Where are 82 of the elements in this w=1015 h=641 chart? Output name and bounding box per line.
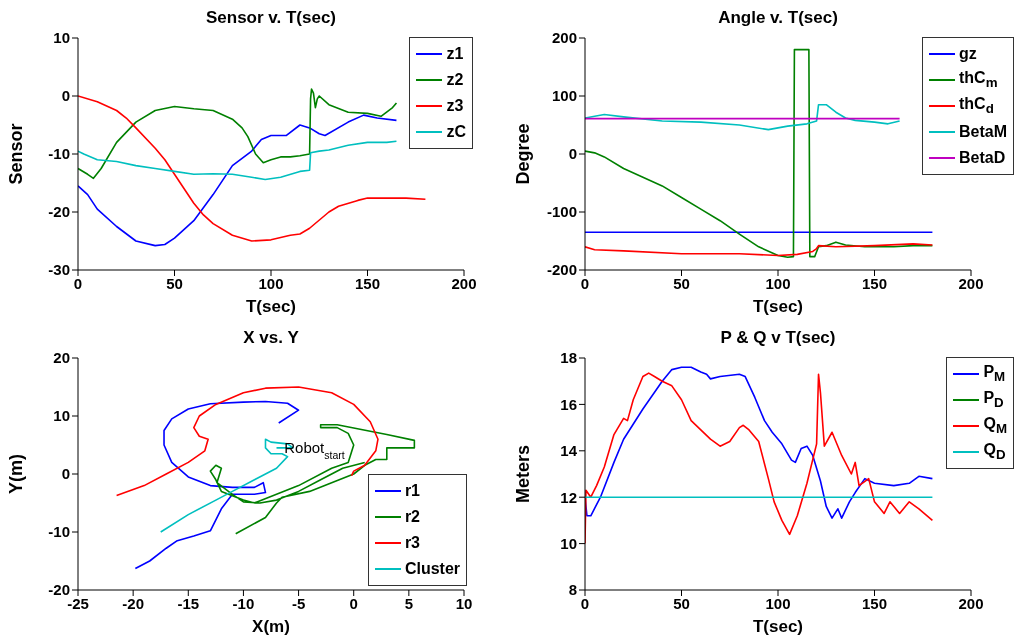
x-tick-label: 100	[765, 274, 791, 292]
x-tick-label: -20	[122, 594, 144, 612]
x-tick-label: -25	[67, 594, 89, 612]
y-tick-label: -20	[48, 203, 70, 221]
y-tick-label: 16	[560, 395, 577, 413]
y-axis-title: Y(m)	[6, 454, 27, 494]
chart-title: Angle v. T(sec)	[717, 8, 839, 28]
legend-label: thC$_{d}$	[958, 95, 994, 117]
x-axis-title: T(sec)	[752, 617, 804, 636]
x-axis-title: X(m)	[252, 617, 290, 636]
x-tick-label: 50	[673, 594, 690, 612]
x-tick-label: 100	[765, 594, 791, 612]
legend-label: BetaM	[958, 123, 1007, 141]
y-tick-label: -20	[48, 581, 70, 599]
legend-label: r2	[404, 508, 420, 526]
x-tick-label: -15	[177, 594, 200, 612]
legend-label: Q$_{D}$	[983, 441, 1006, 463]
x-tick-label: 200	[958, 274, 984, 292]
line-series	[585, 243, 934, 257]
x-tick-label: 100	[258, 274, 284, 292]
y-tick-label: -10	[48, 145, 70, 163]
chart-title: Sensor v. T(sec)	[204, 8, 338, 28]
x-tick-label: 0	[580, 274, 590, 292]
legend-label: z1	[446, 45, 464, 63]
legend-label: z2	[446, 71, 464, 89]
legend-label: BetaD	[958, 149, 1006, 167]
chart-title: X vs. Y	[242, 328, 300, 348]
legend-label: P$_{D}$	[983, 389, 1004, 411]
y-tick-label: -200	[546, 261, 577, 279]
legend-label: thC$_{m}$	[958, 69, 998, 91]
annotation: Robot$_{start}$	[284, 438, 345, 461]
x-tick-label: 50	[673, 274, 690, 292]
line-series	[585, 366, 934, 519]
chart-title: P & Q v T(sec)	[719, 328, 837, 348]
line-series	[115, 386, 379, 497]
line-series	[585, 103, 901, 131]
x-axis-title: T(sec)	[752, 297, 804, 316]
y-tick-label: 8	[568, 581, 577, 599]
x-tick-label: -10	[232, 594, 255, 612]
y-tick-label: 0	[568, 145, 577, 163]
x-tick-label: 200	[451, 274, 477, 292]
y-axis-title: Degree	[513, 123, 534, 185]
y-tick-label: 200	[551, 29, 577, 47]
y-axis-title: Sensor	[6, 123, 27, 185]
x-tick-label: 150	[861, 594, 888, 612]
x-tick-label: 5	[404, 594, 414, 612]
legend-label: gz	[958, 45, 977, 63]
y-tick-label: -100	[546, 203, 577, 221]
y-tick-label: -10	[48, 523, 70, 541]
y-tick-label: 0	[61, 465, 70, 483]
y-tick-label: 12	[560, 488, 577, 506]
legend-label: zC	[446, 123, 466, 141]
x-tick-label: 150	[861, 274, 888, 292]
line-series	[78, 140, 398, 181]
line-series	[78, 95, 427, 242]
y-tick-label: -30	[48, 261, 70, 279]
x-tick-label: 150	[354, 274, 381, 292]
y-tick-label: 20	[53, 349, 70, 367]
line-series	[78, 88, 398, 180]
y-tick-label: 10	[53, 29, 70, 47]
y-tick-label: 0	[61, 87, 70, 105]
x-tick-label: 200	[958, 594, 984, 612]
y-tick-label: 10	[560, 534, 577, 552]
x-tick-label: 50	[166, 274, 183, 292]
legend-label: r1	[404, 482, 420, 500]
x-tick-label: 0	[349, 594, 358, 612]
legend-label: Q$_{M}$	[983, 415, 1007, 437]
y-tick-label: 18	[560, 349, 577, 367]
x-tick-label: 0	[580, 594, 590, 612]
y-tick-label: 100	[551, 87, 577, 105]
x-axis-title: T(sec)	[245, 297, 297, 316]
legend-label: z3	[446, 97, 464, 115]
y-axis-title: Meters	[513, 444, 534, 504]
x-tick-label: -5	[291, 594, 306, 612]
legend-label: P$_{M}$	[983, 363, 1006, 385]
y-tick-label: 14	[560, 442, 578, 460]
x-tick-label: 10	[455, 594, 473, 612]
y-tick-label: 10	[53, 407, 70, 425]
legend-label: r3	[404, 534, 420, 552]
legend-label: Cluster	[404, 560, 460, 578]
x-tick-label: 0	[73, 274, 83, 292]
line-series	[78, 114, 398, 247]
